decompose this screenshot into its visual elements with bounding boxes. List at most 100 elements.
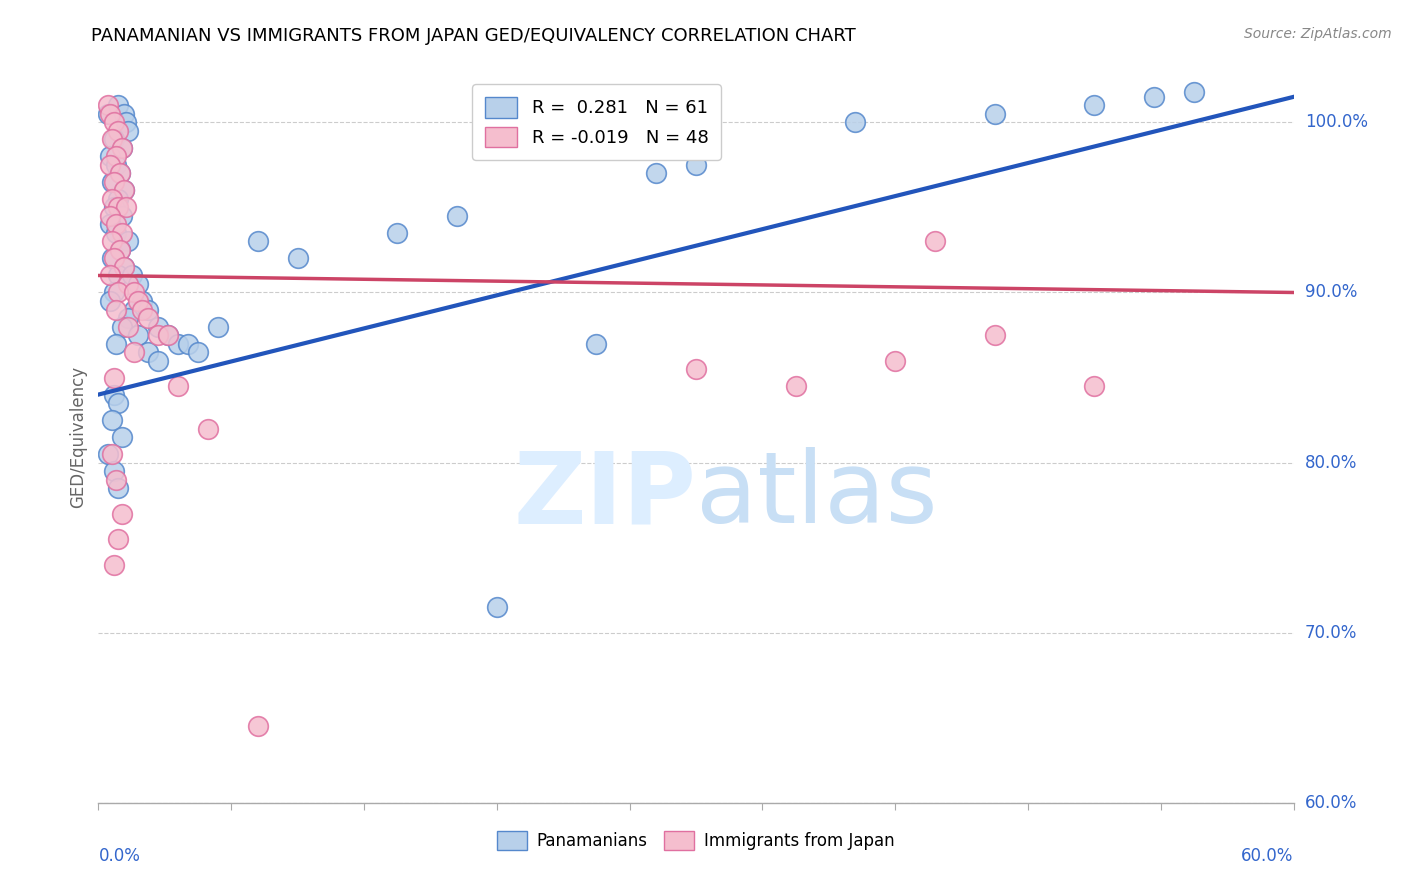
Point bbox=[111, 226, 134, 240]
Point bbox=[103, 558, 125, 572]
Point bbox=[207, 319, 229, 334]
Point bbox=[105, 473, 128, 487]
Point bbox=[103, 252, 125, 266]
Point bbox=[127, 277, 149, 291]
Point bbox=[844, 115, 866, 129]
Point bbox=[585, 336, 607, 351]
Point bbox=[101, 175, 124, 189]
Point bbox=[177, 336, 200, 351]
Point bbox=[107, 201, 129, 215]
Point bbox=[148, 328, 170, 343]
Point bbox=[101, 447, 124, 461]
Point bbox=[103, 464, 125, 478]
Y-axis label: GED/Equivalency: GED/Equivalency bbox=[69, 366, 87, 508]
Point bbox=[103, 201, 125, 215]
Point bbox=[98, 293, 122, 308]
Point bbox=[110, 166, 132, 180]
Point bbox=[107, 285, 129, 300]
Point bbox=[485, 600, 508, 615]
Text: 70.0%: 70.0% bbox=[1305, 624, 1357, 641]
Point bbox=[98, 268, 122, 283]
Point bbox=[115, 201, 138, 215]
Point bbox=[124, 302, 146, 317]
Point bbox=[117, 124, 139, 138]
Point bbox=[105, 158, 128, 172]
Point bbox=[131, 302, 153, 317]
Point bbox=[107, 396, 129, 410]
Point bbox=[111, 209, 134, 223]
Point bbox=[111, 141, 134, 155]
Point bbox=[117, 319, 139, 334]
Point bbox=[984, 328, 1007, 343]
Point bbox=[103, 115, 125, 129]
Point bbox=[98, 209, 122, 223]
Point bbox=[148, 353, 170, 368]
Point bbox=[124, 285, 146, 300]
Point bbox=[98, 218, 122, 232]
Text: 90.0%: 90.0% bbox=[1305, 284, 1357, 301]
Point bbox=[1182, 85, 1205, 99]
Point bbox=[107, 532, 129, 546]
Point bbox=[107, 192, 129, 206]
Point bbox=[111, 319, 134, 334]
Point bbox=[446, 209, 468, 223]
Point bbox=[111, 141, 134, 155]
Point bbox=[103, 132, 125, 146]
Point bbox=[167, 379, 190, 393]
Point bbox=[101, 252, 124, 266]
Text: ZIP: ZIP bbox=[513, 447, 696, 544]
Point bbox=[112, 183, 135, 197]
Text: PANAMANIAN VS IMMIGRANTS FROM JAPAN GED/EQUIVALENCY CORRELATION CHART: PANAMANIAN VS IMMIGRANTS FROM JAPAN GED/… bbox=[91, 27, 856, 45]
Point bbox=[1083, 98, 1105, 112]
Point bbox=[287, 252, 309, 266]
Point bbox=[121, 268, 143, 283]
Point bbox=[107, 481, 129, 495]
Point bbox=[115, 115, 138, 129]
Text: atlas: atlas bbox=[696, 447, 938, 544]
Point bbox=[103, 285, 125, 300]
Point bbox=[103, 370, 125, 384]
Point bbox=[136, 302, 159, 317]
Text: 80.0%: 80.0% bbox=[1305, 454, 1357, 472]
Point bbox=[131, 293, 153, 308]
Point bbox=[98, 107, 122, 121]
Point bbox=[105, 336, 128, 351]
Point bbox=[110, 166, 132, 180]
Point bbox=[105, 226, 128, 240]
Text: 0.0%: 0.0% bbox=[98, 847, 141, 864]
Point bbox=[105, 149, 128, 163]
Point bbox=[105, 302, 128, 317]
Point bbox=[101, 235, 124, 249]
Point bbox=[124, 345, 146, 359]
Point bbox=[112, 183, 135, 197]
Text: 60.0%: 60.0% bbox=[1241, 847, 1294, 864]
Point bbox=[148, 319, 170, 334]
Point bbox=[107, 124, 129, 138]
Point bbox=[112, 260, 135, 274]
Point bbox=[97, 107, 120, 121]
Point bbox=[385, 226, 409, 240]
Point bbox=[645, 166, 668, 180]
Point bbox=[685, 158, 707, 172]
Point bbox=[101, 132, 124, 146]
Point bbox=[167, 336, 190, 351]
Point bbox=[246, 719, 269, 733]
Point bbox=[97, 447, 120, 461]
Text: 100.0%: 100.0% bbox=[1305, 113, 1368, 131]
Point bbox=[157, 328, 180, 343]
Point bbox=[111, 430, 134, 444]
Point bbox=[103, 175, 125, 189]
Point bbox=[785, 379, 807, 393]
Point bbox=[685, 362, 707, 376]
Point bbox=[112, 107, 135, 121]
Point bbox=[110, 243, 132, 257]
Legend: Panamanians, Immigrants from Japan: Panamanians, Immigrants from Japan bbox=[486, 821, 905, 860]
Point bbox=[127, 293, 149, 308]
Point bbox=[101, 192, 124, 206]
Point bbox=[107, 268, 129, 283]
Point bbox=[1083, 379, 1105, 393]
Point bbox=[1143, 90, 1166, 104]
Point bbox=[105, 218, 128, 232]
Point bbox=[110, 243, 132, 257]
Point bbox=[157, 328, 180, 343]
